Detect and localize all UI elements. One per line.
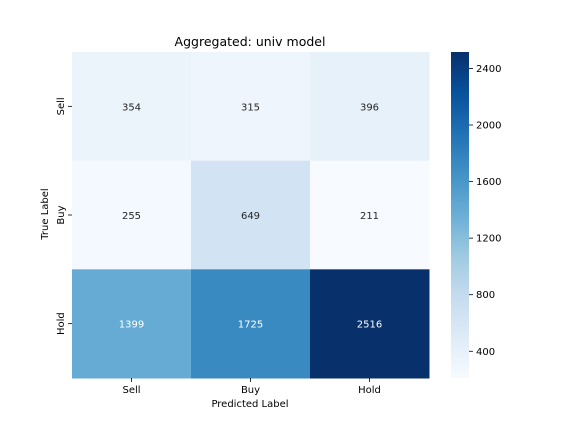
cell-value-label: 354 <box>122 102 141 113</box>
y-tick-label: Sell <box>56 97 67 115</box>
y-axis-label: True Label <box>40 188 51 240</box>
x-axis-label: Predicted Label <box>211 399 288 410</box>
y-axis-ticks: Sell Buy Hold <box>56 97 72 335</box>
x-tick-label: Sell <box>122 385 140 396</box>
colorbar-tick-label: 400 <box>476 347 495 358</box>
heatmap-cells: 354 315 396 255 649 211 1399 1725 2516 <box>72 52 430 379</box>
x-tick-label: Hold <box>358 385 381 396</box>
y-tick-label: Buy <box>56 205 67 224</box>
cell-value-label: 211 <box>360 211 379 222</box>
cell-value-label: 315 <box>241 102 260 113</box>
heatmap-cell <box>310 52 430 162</box>
x-tick-label: Buy <box>241 385 260 396</box>
cell-value-label: 649 <box>241 211 260 222</box>
colorbar-tick-label: 2400 <box>476 64 501 75</box>
colorbar: 400 800 1200 1600 2000 2400 <box>451 52 501 378</box>
cell-value-label: 1399 <box>119 320 144 331</box>
heatmap-cell <box>72 52 192 162</box>
cell-value-label: 1725 <box>238 320 263 331</box>
colorbar-tick-label: 2000 <box>476 120 501 131</box>
heatmap-cell <box>191 269 311 379</box>
heatmap-cell <box>72 160 192 270</box>
colorbar-tick-label: 800 <box>476 290 495 301</box>
heatmap-cell <box>310 160 430 270</box>
x-axis-ticks: Sell Buy Hold <box>122 378 381 396</box>
y-tick-label: Hold <box>56 312 67 335</box>
heatmap-cell <box>72 269 192 379</box>
cell-value-label: 255 <box>122 211 141 222</box>
colorbar-tick-label: 1600 <box>476 177 501 188</box>
colorbar-tick-label: 1200 <box>476 234 501 245</box>
heatmap-cell <box>191 160 311 270</box>
cell-value-label: 2516 <box>357 320 382 331</box>
heatmap-cell <box>191 52 311 162</box>
colorbar-gradient <box>451 52 469 378</box>
heatmap-cell <box>310 269 430 379</box>
chart-title: Aggregated: univ model <box>175 34 326 49</box>
cell-value-label: 396 <box>360 102 379 113</box>
